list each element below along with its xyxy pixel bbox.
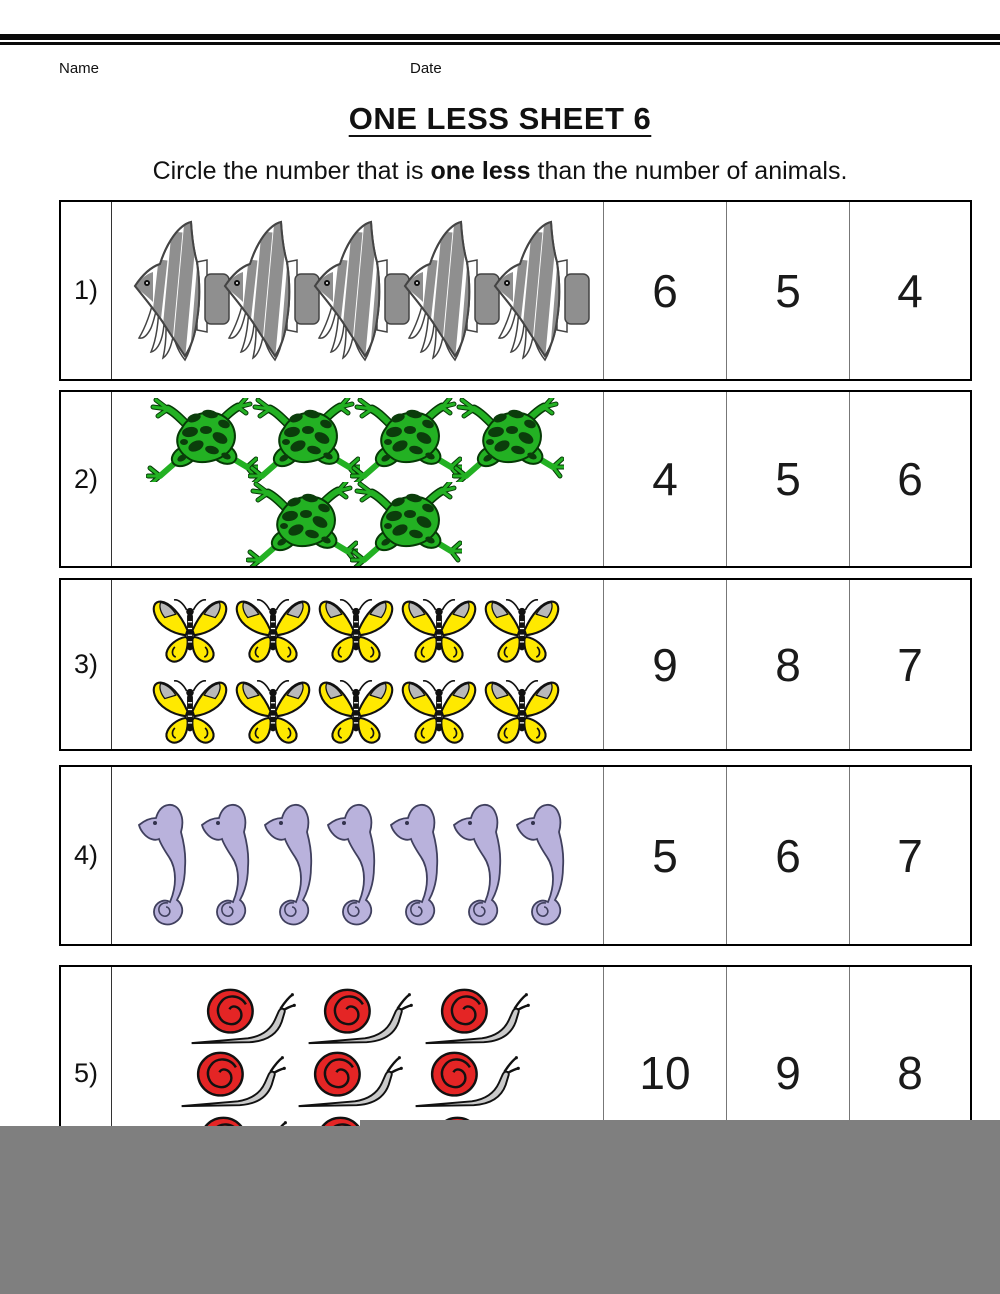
title-wrap: ONE LESS SHEET 6	[0, 101, 1000, 137]
worksheet-row-2: 2) 4 5 6	[59, 390, 972, 568]
gray-overlay-left	[0, 1126, 360, 1294]
butterfly-image	[314, 594, 398, 668]
snail-image	[187, 985, 297, 1047]
seahorse-image	[261, 799, 321, 930]
instruction-suffix: than the number of animals.	[530, 157, 848, 185]
snail-image	[304, 985, 414, 1047]
snail-image	[421, 985, 531, 1047]
butterfly-image	[231, 675, 315, 749]
row-number-label: 1)	[61, 202, 112, 379]
butterfly-image	[314, 675, 398, 749]
animals-cell-butterfly	[112, 580, 603, 749]
seahorse-image	[324, 799, 384, 930]
answer-option[interactable]: 9	[603, 580, 726, 749]
animals-cell-angelfish	[112, 202, 603, 379]
top-border-bar-thick	[0, 34, 1000, 40]
answer-option[interactable]: 4	[849, 202, 970, 379]
date-label: Date	[410, 60, 442, 77]
answer-option[interactable]: 8	[849, 967, 970, 1179]
seahorse-image	[513, 799, 573, 930]
butterfly-image	[397, 594, 481, 668]
snail-image	[177, 1048, 287, 1110]
seahorse-image	[387, 799, 447, 930]
page-title: ONE LESS SHEET 6	[348, 101, 652, 136]
seahorse-image	[135, 799, 195, 930]
frog-image	[452, 398, 564, 482]
animals-cell-seahorse	[112, 767, 603, 944]
angelfish-image	[133, 220, 233, 365]
instruction-text: Circle the number that is one less than …	[0, 157, 1000, 186]
animals-cell-frog	[112, 392, 603, 566]
answer-option[interactable]: 6	[603, 202, 726, 379]
frog-image	[350, 482, 462, 566]
angelfish-image	[493, 220, 593, 365]
frog-image	[350, 398, 462, 482]
answer-option[interactable]: 5	[726, 392, 849, 566]
worksheet-row-1: 1) 6 5 4	[59, 200, 972, 381]
butterfly-image	[148, 675, 232, 749]
answer-option[interactable]: 10	[603, 967, 726, 1179]
worksheet-row-4: 4) 5 6 7	[59, 765, 972, 946]
butterfly-image	[148, 594, 232, 668]
seahorse-image	[450, 799, 510, 930]
answer-option[interactable]: 7	[849, 767, 970, 944]
angelfish-image	[313, 220, 413, 365]
butterfly-image	[480, 675, 564, 749]
worksheet-row-3: 3) 9 8 7	[59, 578, 972, 751]
answer-option[interactable]: 8	[726, 580, 849, 749]
snail-image	[411, 1048, 521, 1110]
butterfly-image	[480, 594, 564, 668]
answer-option[interactable]: 7	[849, 580, 970, 749]
frog-image	[248, 398, 360, 482]
top-border-bar-thin	[0, 42, 1000, 45]
angelfish-image	[223, 220, 323, 365]
row-number-label: 3)	[61, 580, 112, 749]
gray-overlay-right	[360, 1120, 1000, 1294]
row-number-label: 2)	[61, 392, 112, 566]
butterfly-image	[397, 675, 481, 749]
frog-image	[246, 482, 358, 566]
worksheet-rows: 1) 6 5 4 2) 4 5 6 3) 9 8 7 4) 5 6 7	[59, 200, 972, 1181]
butterfly-image	[231, 594, 315, 668]
row-number-label: 4)	[61, 767, 112, 944]
answer-option[interactable]: 4	[603, 392, 726, 566]
snail-image	[294, 1048, 404, 1110]
angelfish-image	[403, 220, 503, 365]
answer-option[interactable]: 5	[603, 767, 726, 944]
instruction-prefix: Circle the number that is	[152, 157, 431, 185]
name-label: Name	[59, 60, 100, 77]
seahorse-image	[198, 799, 258, 930]
frog-image	[146, 398, 258, 482]
answer-option[interactable]: 6	[849, 392, 970, 566]
instruction-bold: one less	[430, 157, 531, 185]
answer-option[interactable]: 5	[726, 202, 849, 379]
answer-option[interactable]: 9	[726, 967, 849, 1179]
answer-option[interactable]: 6	[726, 767, 849, 944]
row-number-label: 5)	[61, 967, 112, 1179]
